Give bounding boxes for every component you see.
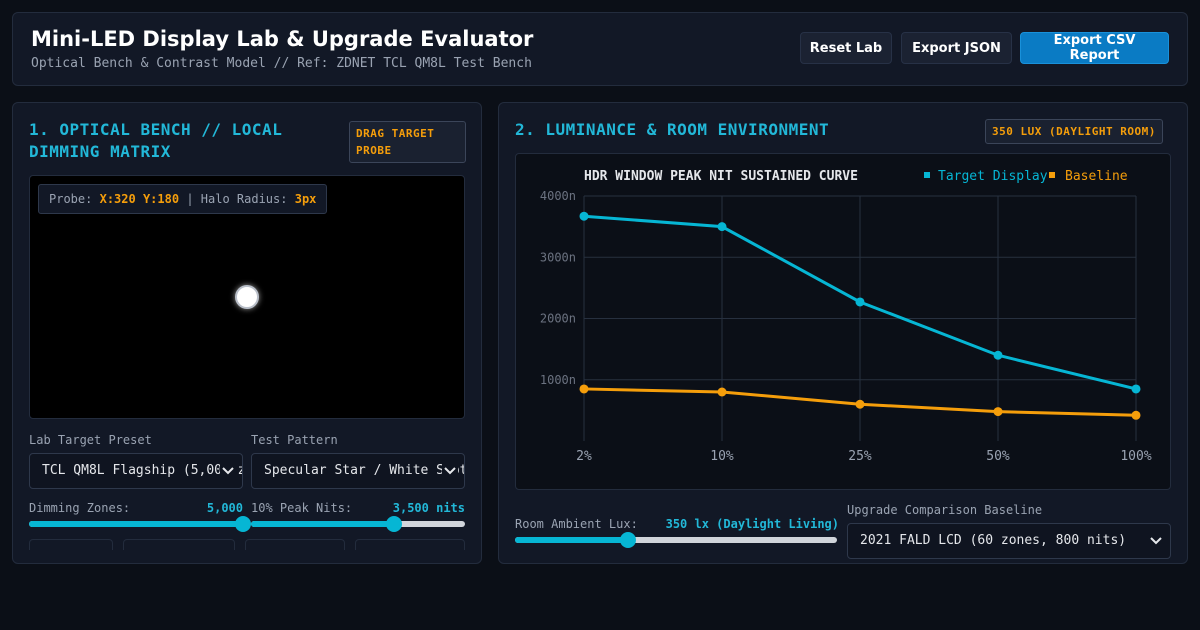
metric-card xyxy=(245,539,345,550)
x-tick-label: 50% xyxy=(986,449,1010,464)
zones-label: Dimming Zones: xyxy=(29,501,131,515)
lux-badge: 350 LUX (DAYLIGHT ROOM) xyxy=(985,119,1163,144)
pattern-label: Test Pattern xyxy=(251,433,338,447)
chevron-down-icon xyxy=(1148,532,1164,548)
export-csv-button[interactable]: Export CSV Report xyxy=(1020,32,1169,64)
zones-slider-thumb[interactable] xyxy=(235,516,251,532)
legend-label-baseline: Baseline xyxy=(1065,169,1128,184)
legend-swatch-target xyxy=(924,172,930,178)
app-header: Mini-LED Display Lab & Upgrade Evaluator… xyxy=(12,12,1188,86)
probe-coords: X:320 Y:180 xyxy=(99,192,180,206)
target-probe-handle[interactable] xyxy=(235,285,259,309)
zones-slider[interactable] xyxy=(29,516,251,532)
y-tick-label: 3000n xyxy=(540,250,576,264)
nit-curve-chart: HDR WINDOW PEAK NIT SUSTAINED CURVE Targ… xyxy=(515,153,1171,490)
zones-slider-fill xyxy=(29,521,243,527)
y-tick-label: 4000n xyxy=(540,189,576,203)
app-title: Mini-LED Display Lab & Upgrade Evaluator xyxy=(31,27,534,51)
metric-card xyxy=(123,539,235,550)
probe-label: Probe: xyxy=(49,192,93,206)
data-point-target xyxy=(717,222,727,232)
data-point-target xyxy=(579,211,589,221)
baseline-select[interactable]: 2021 FALD LCD (60 zones, 800 nits) xyxy=(847,523,1171,559)
optical-bench-title: 1. OPTICAL BENCH // LOCAL DIMMING MATRIX xyxy=(29,120,283,161)
app-subtitle: Optical Bench & Contrast Model // Ref: Z… xyxy=(31,56,532,71)
baseline-label: Upgrade Comparison Baseline xyxy=(847,503,1043,517)
x-tick-label: 10% xyxy=(710,449,734,464)
x-tick-label: 100% xyxy=(1120,449,1151,464)
export-json-button[interactable]: Export JSON xyxy=(901,32,1012,64)
metric-card xyxy=(29,539,113,550)
luminance-panel: 2. LUMINANCE & ROOM ENVIRONMENT 350 LUX … xyxy=(498,102,1188,564)
ambient-lux-slider[interactable] xyxy=(515,532,837,548)
drag-probe-badge: DRAG TARGET PROBE xyxy=(349,121,466,163)
legend-label-target: Target Display xyxy=(938,169,1048,184)
preset-select[interactable]: TCL QM8L Flagship (5,000 zones) xyxy=(29,453,243,489)
probe-readout: Probe: X:320 Y:180 | Halo Radius: 3px xyxy=(38,184,328,214)
metric-card xyxy=(355,539,465,550)
data-point-target xyxy=(1131,384,1141,394)
ambient-lux-slider-fill xyxy=(515,537,628,543)
chevron-down-icon xyxy=(220,462,236,478)
ambient-lux-slider-thumb[interactable] xyxy=(619,532,636,548)
probe-separator: | xyxy=(186,192,194,206)
data-point-baseline xyxy=(993,407,1003,417)
data-point-baseline xyxy=(855,399,865,409)
luminance-title: 2. LUMINANCE & ROOM ENVIRONMENT xyxy=(515,120,830,139)
nit-curve-svg: HDR WINDOW PEAK NIT SUSTAINED CURVE Targ… xyxy=(540,169,1152,464)
peak-nits-slider-fill xyxy=(251,521,395,527)
y-tick-label: 1000n xyxy=(540,373,576,387)
data-point-target xyxy=(993,350,1003,360)
pattern-select[interactable]: Specular Star / White Spot xyxy=(251,453,465,489)
x-tick-label: 2% xyxy=(576,449,592,464)
lux-label: Room Ambient Lux: xyxy=(515,517,638,531)
preset-label: Lab Target Preset xyxy=(29,433,152,447)
halo-label: Halo Radius: xyxy=(200,192,288,206)
reset-lab-button[interactable]: Reset Lab xyxy=(800,32,892,64)
peak-nits-label: 10% Peak Nits: xyxy=(251,501,353,515)
zones-value: 5,000 xyxy=(206,501,243,515)
peak-nits-slider-thumb[interactable] xyxy=(386,516,403,532)
pattern-select-value: Specular Star / White Spot xyxy=(264,463,465,478)
halo-radius-value: 3px xyxy=(294,192,317,206)
chart-title: HDR WINDOW PEAK NIT SUSTAINED CURVE xyxy=(584,169,858,184)
peak-nits-value: 3,500 nits xyxy=(392,501,465,515)
data-point-baseline xyxy=(1131,410,1141,420)
data-point-baseline xyxy=(579,384,589,394)
preset-select-value: TCL QM8L Flagship (5,000 zones) xyxy=(42,463,242,478)
data-point-baseline xyxy=(717,387,727,397)
y-tick-label: 2000n xyxy=(540,312,576,326)
chart-legend: Target Display Baseline xyxy=(924,169,1128,184)
baseline-select-value: 2021 FALD LCD (60 zones, 800 nits) xyxy=(860,533,1127,548)
dimming-matrix-canvas[interactable]: Probe: X:320 Y:180 | Halo Radius: 3px xyxy=(29,175,465,419)
x-tick-label: 25% xyxy=(848,449,872,464)
legend-swatch-baseline xyxy=(1049,172,1055,178)
chevron-down-icon xyxy=(442,462,458,478)
peak-nits-slider[interactable] xyxy=(251,516,465,532)
data-point-target xyxy=(855,297,865,307)
optical-bench-panel: 1. OPTICAL BENCH // LOCAL DIMMING MATRIX… xyxy=(12,102,482,564)
lux-value: 350 lx (Daylight Living) xyxy=(665,517,839,531)
